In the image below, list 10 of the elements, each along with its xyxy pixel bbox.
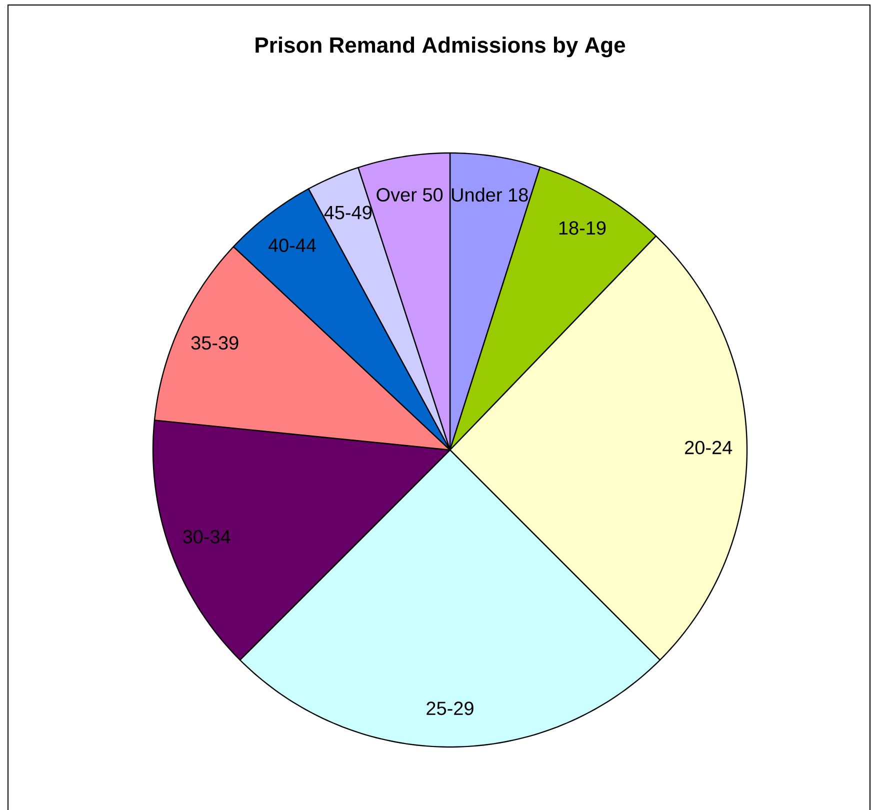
slice-label: 20-24 [685,440,732,454]
slice-label: 18-19 [559,221,606,235]
slice-label: 45-49 [324,206,372,220]
slice-label: 30-34 [183,530,230,544]
chart-title: Prison Remand Admissions by Age [256,36,626,58]
slice-label: Under 18 [452,188,528,202]
slice-label: 40-44 [268,238,316,252]
slice-label: 25-29 [426,702,474,716]
slice-label: Over 50 [376,188,443,202]
slice-label: 35-39 [191,336,238,350]
